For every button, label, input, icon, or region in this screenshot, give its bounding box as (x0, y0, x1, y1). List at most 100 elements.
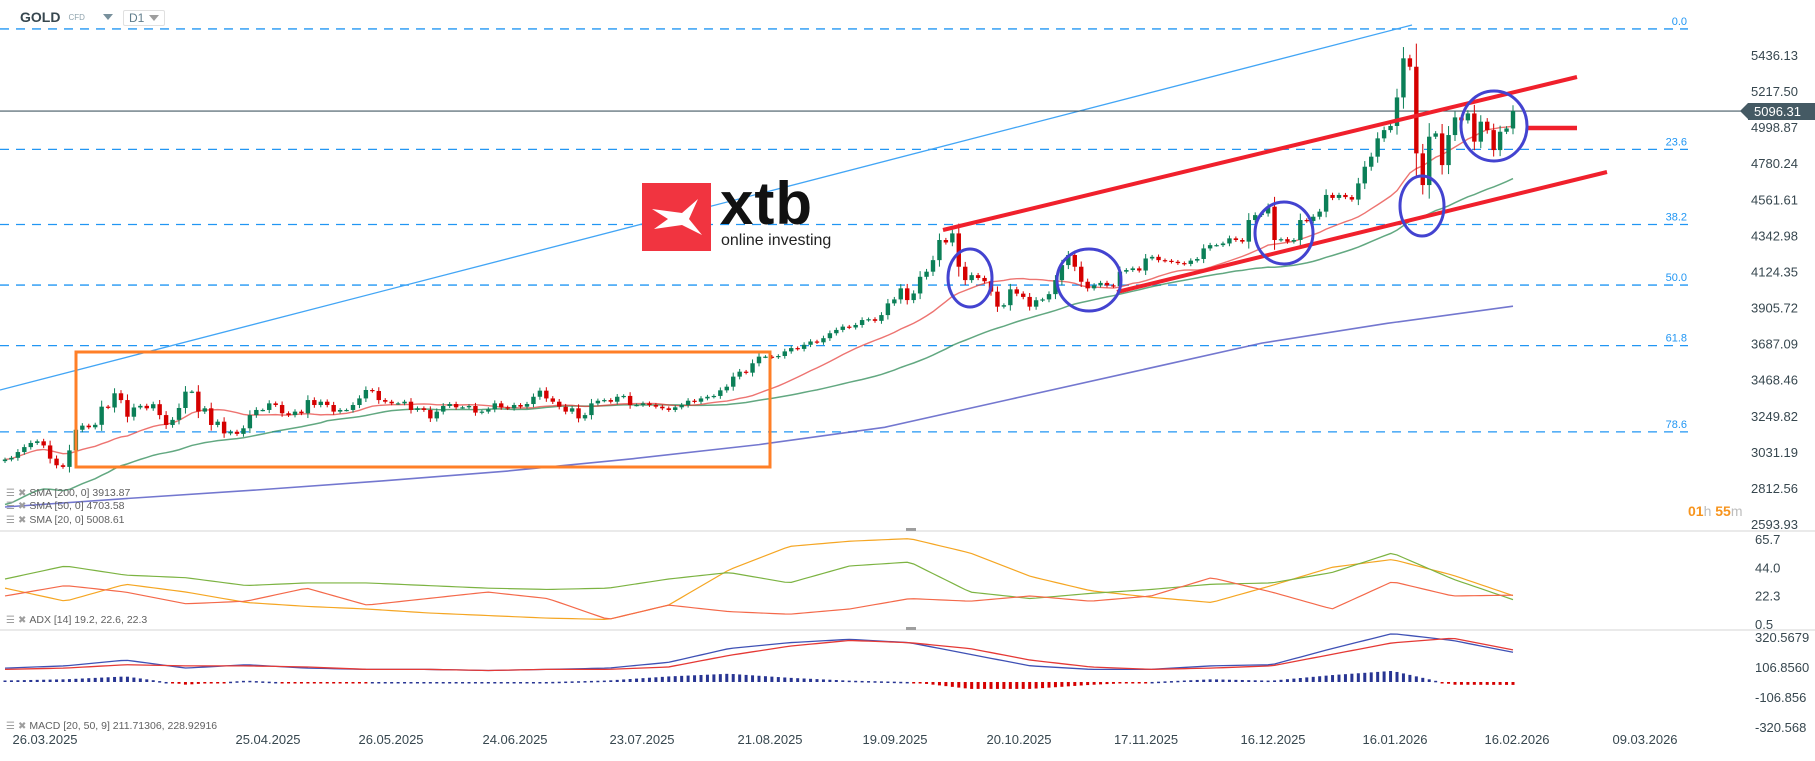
price-axis-label: 4998.87 (1751, 120, 1798, 135)
macd-histogram-bar (435, 682, 439, 684)
macd-histogram-bar (925, 682, 929, 684)
price-axis-label: 3249.82 (1751, 409, 1798, 424)
indicator-sma200[interactable]: ☰ ✖ SMA [200, 0] 3913.87 (6, 487, 130, 499)
macd-histogram-bar (145, 679, 149, 682)
candle-body (1349, 197, 1355, 200)
indicator-sma20[interactable]: ☰ ✖ SMA [20, 0] 5008.61 (6, 514, 125, 526)
settings-icon[interactable]: ☰ (6, 487, 15, 499)
pane-resize-handle[interactable] (906, 528, 916, 531)
macd-histogram-bar (1466, 682, 1470, 685)
macd-histogram-bar (312, 682, 316, 684)
plus-di-line (4, 552, 1514, 601)
indicator-macd[interactable]: ☰ ✖ MACD [20, 50, 9] 211.71306, 228.92916 (6, 720, 217, 732)
candle-body (924, 271, 929, 277)
settings-icon[interactable]: ☰ (6, 720, 15, 732)
macd-histogram-bar (821, 679, 825, 682)
adx-line (4, 538, 1514, 620)
macd-histogram-bar (796, 678, 800, 682)
candle-body (1227, 238, 1232, 244)
macd-histogram-bar (1131, 682, 1135, 684)
candle-body (1246, 220, 1251, 242)
close-icon[interactable]: ✖ (17, 487, 27, 499)
macd-histogram-bar (570, 681, 574, 683)
candle-body (1381, 130, 1387, 139)
macd-histogram-bar (473, 682, 477, 684)
candle-countdown: 01h 55m (1688, 503, 1743, 519)
candle-body (35, 441, 40, 443)
macd-histogram-bar (1479, 682, 1483, 685)
candle-body (1304, 220, 1309, 222)
macd-histogram-bar (879, 681, 883, 683)
candle-body (557, 401, 562, 407)
macd-histogram-bar (151, 680, 155, 682)
candle-body (447, 404, 452, 407)
macd-histogram-bar (287, 682, 291, 684)
macd-histogram-bar (1266, 680, 1270, 683)
candle-body (9, 457, 14, 460)
settings-icon[interactable]: ☰ (6, 500, 15, 512)
settings-icon[interactable]: ☰ (6, 514, 15, 526)
macd-histogram-bar (454, 682, 458, 684)
indicator-label: SMA [50, 0] 4703.58 (29, 500, 125, 512)
candle-body (428, 409, 433, 419)
macd-histogram-bar (757, 675, 761, 682)
candle-body (1014, 289, 1019, 294)
candle-body (170, 419, 175, 425)
indicator-adx[interactable]: ☰ ✖ ADX [14] 19.2, 22.6, 22.3 (6, 614, 147, 626)
price-axis-label: 3687.09 (1751, 337, 1798, 352)
candles (2, 43, 1516, 473)
macd-histogram-bar (1382, 671, 1386, 682)
candle-body (685, 400, 691, 406)
close-icon[interactable]: ✖ (17, 720, 27, 732)
macd-histogram-bar (254, 681, 258, 683)
macd-histogram-bar (183, 682, 187, 685)
candle-body (376, 390, 381, 401)
candle-body (1066, 255, 1071, 266)
adx-axis-label: 0.5 (1755, 617, 1773, 632)
candle-body (518, 405, 523, 407)
minus-di-line (4, 577, 1514, 620)
macd-histogram-bar (738, 674, 742, 682)
indicator-sma50[interactable]: ☰ ✖ SMA [50, 0] 4703.58 (6, 500, 125, 512)
macd-histogram-bar (577, 681, 581, 683)
symbol-selector[interactable]: GOLD CFD (20, 9, 113, 25)
x-axis-label: 26.03.2025 (12, 732, 78, 747)
candle-body (125, 400, 130, 417)
macd-histogram-bar (892, 681, 896, 684)
candle-body (1394, 97, 1400, 126)
settings-icon[interactable]: ☰ (6, 614, 15, 626)
macd-histogram-bar (1472, 682, 1476, 685)
macd-histogram-bar (1215, 679, 1219, 682)
candle-body (615, 396, 620, 402)
macd-histogram (3, 671, 1515, 689)
macd-histogram-bar (1176, 680, 1180, 683)
macd-histogram-bar (1369, 672, 1373, 682)
macd-histogram-bar (1434, 680, 1438, 683)
candle-body (653, 405, 659, 407)
macd-histogram-bar (106, 677, 110, 682)
candle-body (885, 303, 891, 316)
close-icon[interactable]: ✖ (17, 614, 27, 626)
macd-histogram-bar (815, 679, 819, 682)
macd-histogram-bar (1008, 682, 1012, 689)
candle-body (486, 409, 491, 412)
close-icon[interactable]: ✖ (17, 500, 27, 512)
candle-body (1343, 194, 1348, 198)
chevron-down-icon[interactable] (102, 14, 113, 20)
timeframe-dropdown[interactable]: D1 (123, 10, 165, 26)
candle-body (1149, 256, 1155, 259)
macd-histogram-bar (1150, 681, 1154, 684)
close-icon[interactable]: ✖ (17, 514, 27, 526)
macd-histogram-bar (918, 682, 922, 684)
macd-histogram-bar (390, 682, 394, 684)
candle-body (453, 404, 459, 408)
macd-histogram-bar (506, 682, 510, 684)
candle-body (1388, 125, 1393, 131)
candle-body (1485, 121, 1490, 131)
candle-body (705, 396, 710, 399)
pane-resize-handle[interactable] (906, 627, 916, 630)
hours-unit: h (1703, 503, 1712, 519)
x-logo-icon (652, 199, 702, 235)
